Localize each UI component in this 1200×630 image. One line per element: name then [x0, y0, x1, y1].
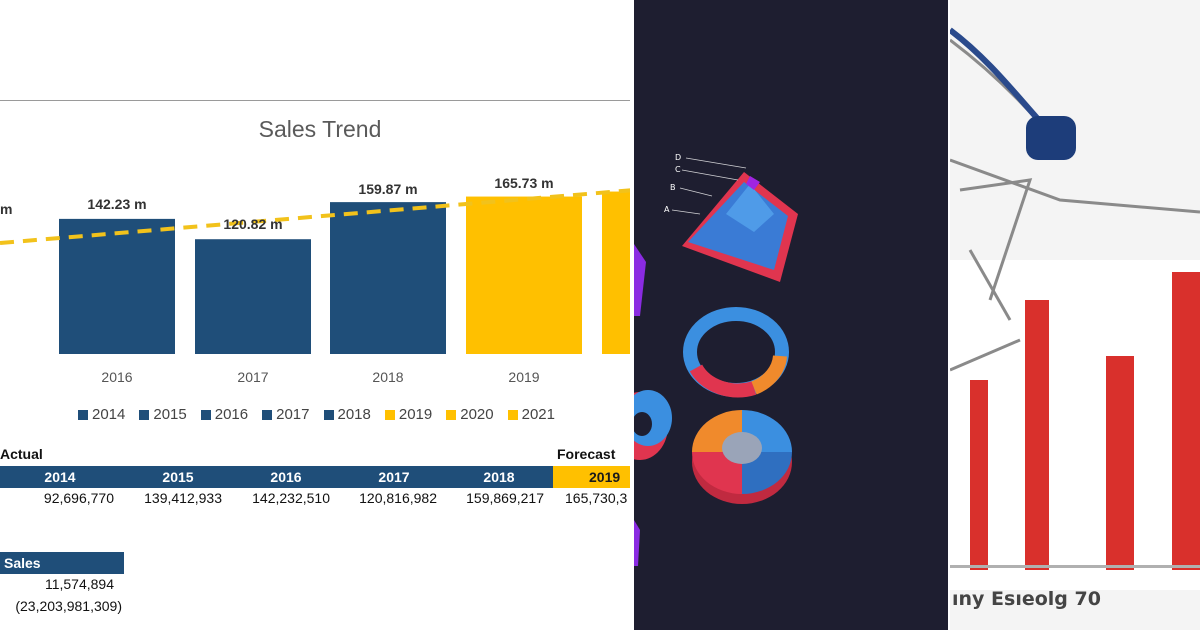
- data-label-2016: 142.23 m: [87, 196, 146, 212]
- table-year-2017: 2017: [378, 469, 410, 485]
- table-value-2018: 159,869,217: [466, 490, 544, 506]
- bar-2018: [330, 202, 446, 354]
- x-tick-2016: 2016: [101, 369, 132, 385]
- bar-2019: [466, 196, 582, 354]
- legend-swatch: [507, 409, 518, 420]
- data-label-2019: 165.73 m: [494, 175, 553, 191]
- legend-label: 2017: [276, 406, 310, 423]
- cart-handle-cap: [1026, 116, 1076, 160]
- legend-item-2020: 2020: [446, 406, 494, 423]
- red-bar: [1025, 300, 1049, 570]
- actual-label: Actual: [0, 446, 43, 462]
- table-value-2019: 165,730,3: [565, 490, 628, 506]
- panel-divider-1: [630, 0, 634, 630]
- purple-shard: [634, 244, 646, 316]
- legend-label: 2015: [153, 406, 187, 423]
- table-value-2014: 92,696,770: [43, 490, 114, 506]
- sales-value-2: (23,203,981,309): [15, 598, 122, 614]
- legend-label: 2016: [214, 406, 249, 423]
- legend-item-2018: 2018: [323, 406, 371, 423]
- table-year-2019: 2019: [589, 469, 621, 485]
- forecast-header-bg: [553, 466, 634, 488]
- actual-header-bg: [0, 466, 553, 488]
- infographic-illustration: D C B A: [634, 0, 950, 630]
- legend-swatch: [446, 409, 457, 420]
- x-tick-2018: 2018: [372, 369, 403, 385]
- legend-swatch: [262, 409, 273, 420]
- sales-bar-chart: m 142.23 m 120.82 m 159.87 m 165.73 m 2016 201…: [0, 175, 634, 385]
- trendline: [0, 188, 634, 245]
- sales-chart-panel: Sales Trend m 142.23 m 120.82 m 159.87 m 165…: [0, 100, 634, 614]
- legend-label: 2019: [398, 406, 433, 423]
- legend-item-2021: 2021: [507, 406, 555, 423]
- x-tick-2019: 2019: [508, 369, 539, 385]
- legend-swatch: [323, 409, 334, 420]
- table-year-2016: 2016: [270, 469, 302, 485]
- sales-value-1: 11,574,894: [44, 576, 114, 592]
- legend-label: 2018: [337, 406, 371, 423]
- cart-bar-art: [950, 0, 1200, 630]
- chart-legend: 2014 2015 2016 2017 2018 2019 2020 2021: [78, 406, 555, 423]
- table-year-2018: 2018: [483, 469, 515, 485]
- data-label-2018: 159.87 m: [358, 181, 417, 197]
- data-label-2017: 120.82 m: [223, 216, 282, 232]
- table-value-2015: 139,412,933: [144, 490, 222, 506]
- data-label-2015: m: [0, 201, 12, 217]
- red-bar: [1106, 356, 1134, 570]
- bar-2016: [59, 218, 175, 354]
- bar-2020: [602, 191, 634, 354]
- pyramid-label-d: D: [675, 153, 681, 162]
- legend-item-2014: 2014: [78, 406, 125, 423]
- chart-title: Sales Trend: [258, 116, 382, 142]
- legend-item-2019: 2019: [384, 406, 433, 423]
- legend-label: 2020: [460, 406, 494, 423]
- table-value-2016: 142,232,510: [252, 490, 330, 506]
- table-year-header: 2014 2015 2016 2017 2018 2019: [0, 466, 634, 488]
- legend-item-2017: 2017: [262, 406, 310, 423]
- infographic-art: D C B A: [634, 153, 798, 566]
- table-year-2015: 2015: [162, 469, 194, 485]
- top-rule: [0, 100, 630, 101]
- legend-swatch: [78, 409, 88, 420]
- pyramid-label-b: B: [670, 183, 676, 192]
- red-bar: [970, 380, 988, 570]
- legend-label: 2021: [521, 406, 555, 423]
- legend-swatch: [139, 409, 150, 420]
- pyramid-label-c: C: [675, 165, 681, 174]
- donut-3d: [692, 410, 792, 504]
- pyramid-shape: [682, 172, 798, 282]
- legend-label: 2014: [92, 406, 126, 423]
- x-tick-2017: 2017: [237, 369, 268, 385]
- legend-swatch: [384, 409, 395, 420]
- illustration-caption: ıny Esıeolg 70: [952, 588, 1101, 610]
- table-year-2014: 2014: [44, 469, 76, 485]
- bar-2017: [195, 239, 311, 354]
- shopping-cart-illustration: [950, 0, 1200, 630]
- ring-chart: [683, 307, 789, 398]
- pyramid-label-a: A: [664, 205, 670, 214]
- legend-swatch: [200, 409, 211, 420]
- partial-donut-left: [634, 390, 672, 460]
- legend-item-2015: 2015: [139, 406, 187, 423]
- red-bar: [1172, 272, 1200, 570]
- table-value-2017: 120,816,982: [359, 490, 437, 506]
- purple-shard-bottom: [634, 520, 640, 566]
- legend-item-2016: 2016: [200, 406, 249, 423]
- sales-box-header: Sales: [0, 552, 124, 574]
- forecast-label: Forecast: [557, 446, 616, 462]
